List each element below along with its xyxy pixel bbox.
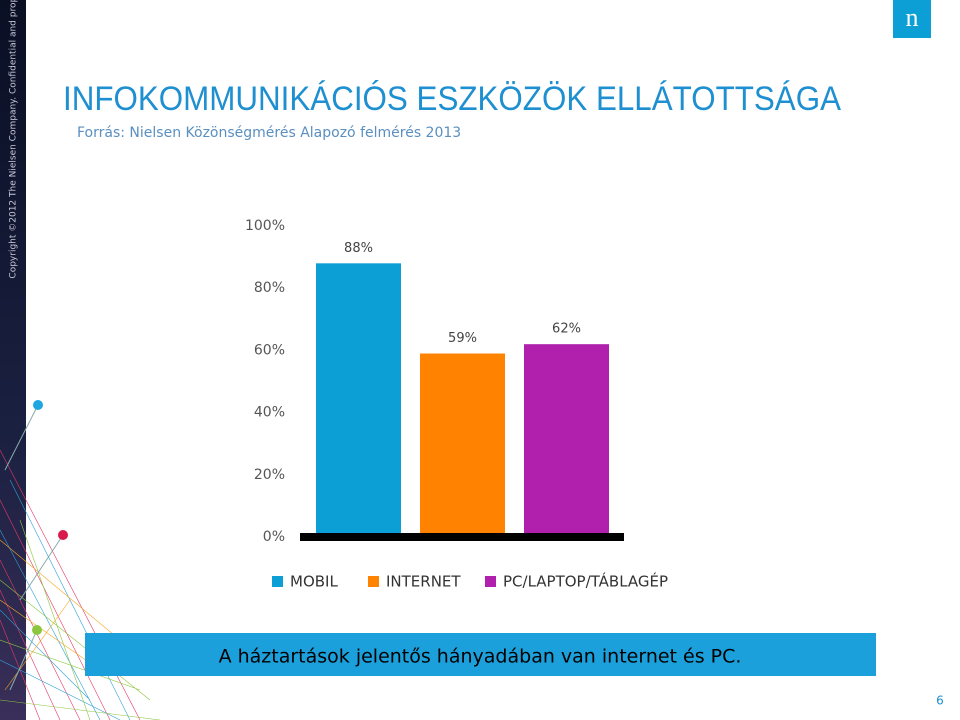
y-tick-label: 40% — [254, 405, 285, 421]
page-number: 6 — [936, 694, 944, 708]
banner-text: A háztartások jelentős hányadában van in… — [219, 646, 742, 668]
chart-subtitle: Forrás: Nielsen Közönségmérés Alapozó fe… — [77, 125, 461, 141]
y-tick-label: 80% — [254, 280, 285, 296]
banner — [85, 633, 876, 676]
legend-label: PC/LAPTOP/TÁBLAGÉP — [503, 572, 668, 591]
y-tick-label: 0% — [263, 529, 285, 545]
decor-dot — [33, 400, 43, 410]
x-axis — [300, 533, 624, 541]
decor-dot — [32, 625, 42, 635]
legend-swatch — [485, 576, 496, 587]
value-label: 59% — [448, 331, 477, 346]
logo-box — [893, 0, 931, 38]
decor-mesh — [0, 404, 161, 720]
decor-dot — [58, 530, 68, 540]
chart-title: INFOKOMMUNIKÁCIÓS ESZKÖZÖK ELLÁTOTTSÁGA — [63, 80, 841, 118]
legend-swatch — [272, 576, 283, 587]
copyright: Copyright ©2012 The Nielsen Company. Con… — [9, 0, 19, 279]
y-tick-label: 60% — [254, 342, 285, 358]
y-tick-label: 100% — [245, 218, 285, 234]
legend-label: INTERNET — [386, 573, 461, 591]
y-tick-label: 20% — [254, 467, 285, 483]
bar — [524, 344, 609, 537]
legend-swatch — [368, 576, 379, 587]
bar — [420, 353, 505, 537]
value-label: 88% — [344, 241, 373, 256]
bar — [316, 263, 401, 537]
legend-label: MOBIL — [290, 573, 338, 591]
logo: n — [906, 3, 919, 32]
value-label: 62% — [552, 322, 581, 337]
